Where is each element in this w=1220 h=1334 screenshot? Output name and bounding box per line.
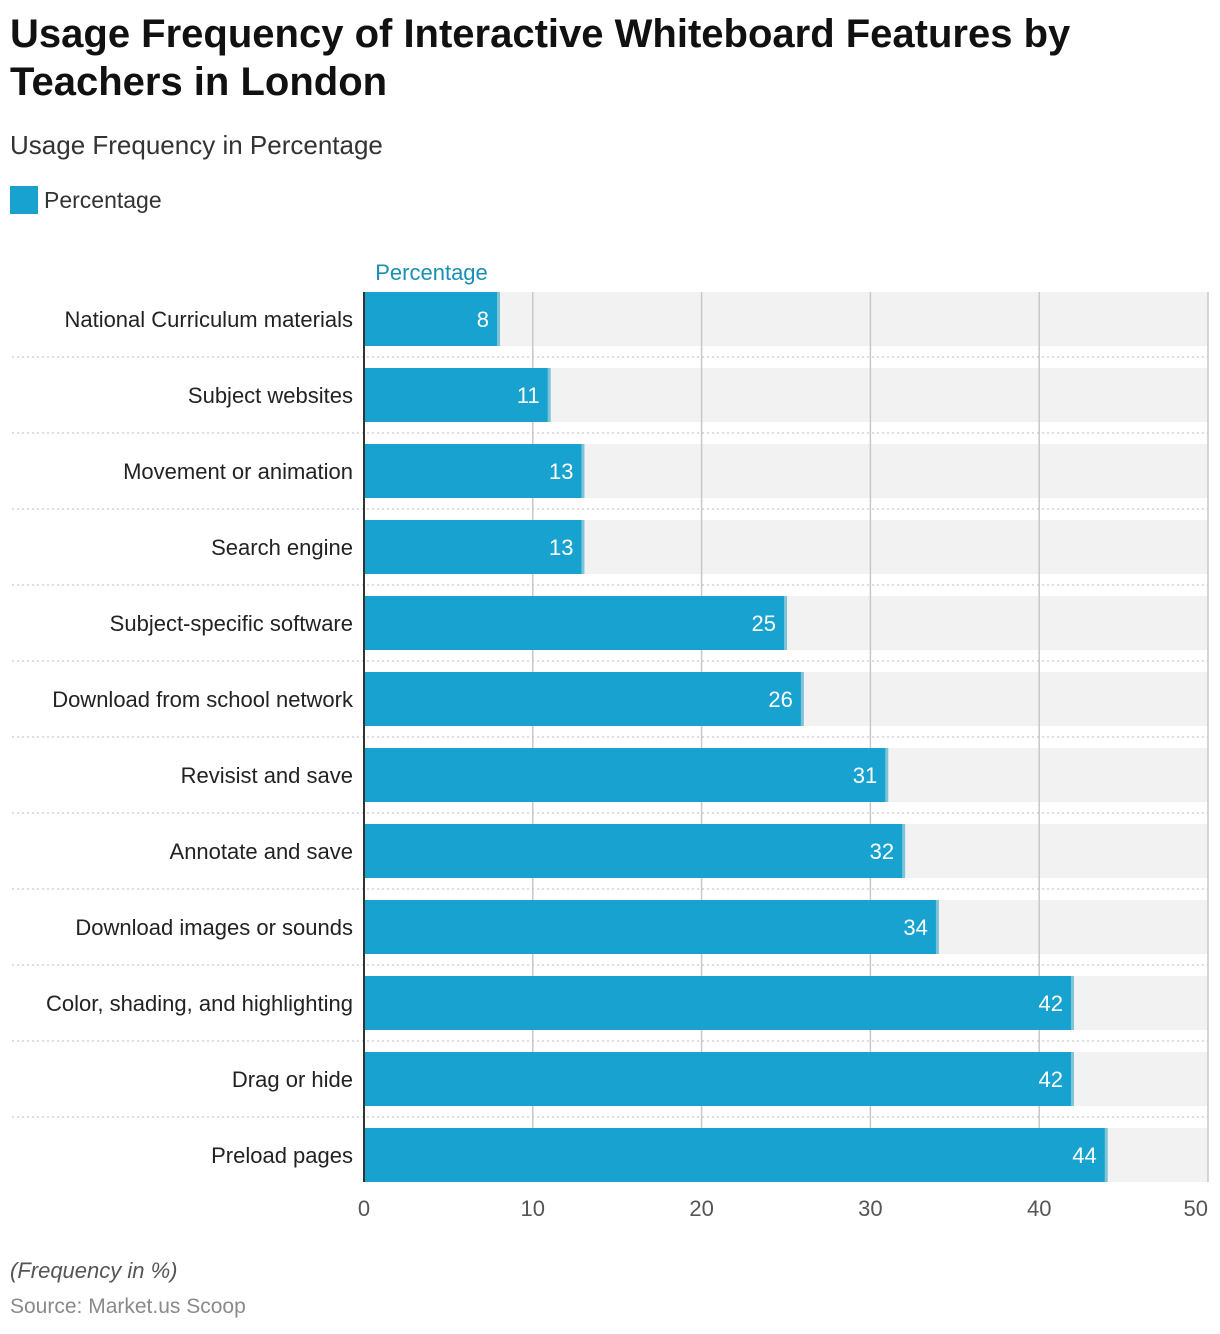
bar	[364, 444, 584, 498]
bar	[364, 292, 500, 346]
source-credit: Source: Market.us Scoop	[10, 1295, 246, 1318]
bar	[364, 1052, 1073, 1106]
footnote: (Frequency in %)	[10, 1258, 178, 1283]
bar-end-cap	[547, 368, 551, 422]
bar	[364, 824, 905, 878]
legend: Percentage	[10, 186, 162, 214]
x-tick-label: 10	[521, 1196, 545, 1221]
x-tick-label: 40	[1027, 1196, 1051, 1221]
x-tick-label: 30	[858, 1196, 882, 1221]
category-label: Movement or animation	[123, 459, 353, 484]
bar-track	[364, 292, 1208, 346]
bar	[364, 900, 938, 954]
category-label: National Curriculum materials	[64, 307, 353, 332]
data-label: 25	[752, 611, 776, 636]
bar-end-cap	[1070, 1052, 1074, 1106]
x-tick-label: 0	[358, 1196, 370, 1221]
bar	[364, 520, 584, 574]
bar-end-cap	[1070, 976, 1074, 1030]
category-label: Revisist and save	[181, 763, 353, 788]
bar-end-cap	[581, 444, 585, 498]
category-label: Drag or hide	[232, 1067, 353, 1092]
category-label: Subject websites	[188, 383, 353, 408]
category-label: Annotate and save	[170, 839, 353, 864]
category-label: Download from school network	[52, 687, 354, 712]
bar	[364, 748, 888, 802]
data-label: 11	[517, 383, 540, 408]
data-label: 42	[1038, 1067, 1062, 1092]
bar	[364, 368, 550, 422]
category-label: Subject-specific software	[110, 611, 353, 636]
data-label: 34	[903, 915, 927, 940]
legend-label: Percentage	[44, 186, 162, 213]
bar-end-cap	[800, 672, 804, 726]
data-label: 26	[768, 687, 792, 712]
x-tick-label: 50	[1184, 1196, 1208, 1221]
bar	[364, 596, 786, 650]
bar-end-cap	[497, 292, 501, 346]
x-tick-label: 20	[689, 1196, 713, 1221]
chart-subtitle: Usage Frequency in Percentage	[10, 130, 383, 160]
bar	[364, 976, 1073, 1030]
data-label: 44	[1072, 1143, 1096, 1168]
category-label: Download images or sounds	[75, 915, 353, 940]
category-label: Color, shading, and highlighting	[46, 991, 353, 1016]
category-label: Preload pages	[211, 1143, 353, 1168]
bar-end-cap	[902, 824, 906, 878]
bar	[364, 672, 803, 726]
category-label: Search engine	[211, 535, 353, 560]
bar-end-cap	[581, 520, 585, 574]
data-label: 42	[1038, 991, 1062, 1016]
data-label: 32	[870, 839, 894, 864]
data-label: 31	[853, 763, 877, 788]
chart-title: Usage Frequency of Interactive Whiteboar…	[10, 12, 1071, 104]
bar-chart: Percentage National Curriculum materials 8…	[12, 260, 1209, 1221]
data-label: 8	[477, 307, 489, 332]
legend-swatch	[10, 186, 38, 214]
bar	[364, 1128, 1107, 1182]
data-label: 13	[549, 535, 573, 560]
bar-end-cap	[885, 748, 889, 802]
bar-end-cap	[784, 596, 787, 650]
series-header: Percentage	[375, 260, 488, 285]
bar-end-cap	[1104, 1128, 1108, 1182]
data-label: 13	[549, 459, 573, 484]
bar-end-cap	[935, 900, 939, 954]
